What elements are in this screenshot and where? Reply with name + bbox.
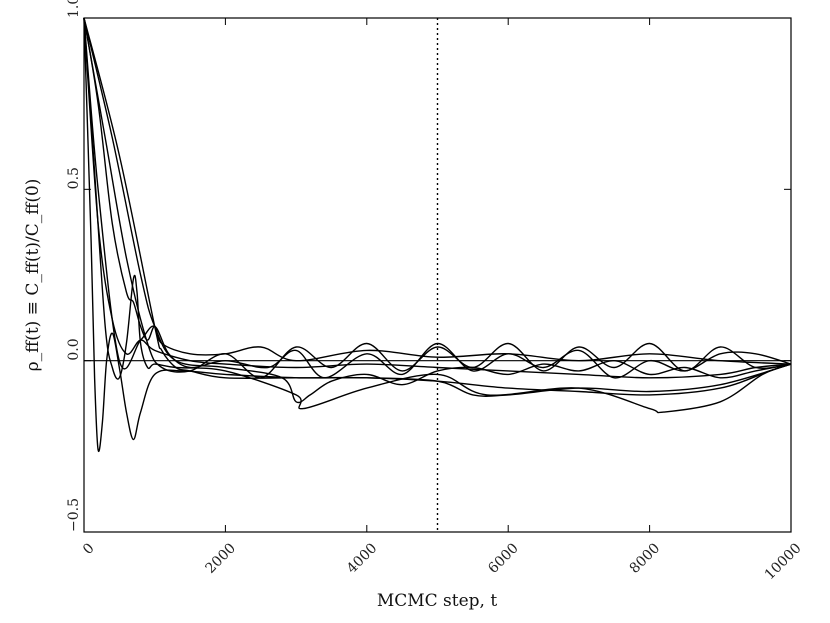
y-tick-label: 0.0 <box>66 338 82 360</box>
y-axis-label: ρ_ff(t) ≡ C_ff(t)/C_ff(0) <box>23 179 43 372</box>
series-line-2 <box>83 17 792 414</box>
series-line-8 <box>83 17 792 379</box>
x-tick-label: 6000 <box>485 540 522 577</box>
y-tick-label: −0.5 <box>66 498 82 532</box>
x-tick-label: 0 <box>80 540 98 558</box>
plot-frame <box>83 17 792 533</box>
y-tick-label: 0.5 <box>66 167 82 189</box>
series-layer <box>83 17 792 453</box>
series-line-1 <box>83 17 792 453</box>
x-tick-label: 2000 <box>202 540 239 577</box>
reference-lines <box>84 18 791 532</box>
x-tick-label: 8000 <box>627 540 664 577</box>
tick-layer: 0 2000 4000 6000 8000 10000 −0.5 0.0 0.5 1.0 <box>66 0 805 583</box>
x-tick-label: 10000 <box>762 540 805 583</box>
y-tick-label: 1.0 <box>66 0 82 18</box>
series-line-6 <box>83 17 792 397</box>
series-line-4 <box>83 17 792 379</box>
x-tick-label: 4000 <box>344 540 381 577</box>
x-axis-label: MCMC step, t <box>377 591 498 611</box>
